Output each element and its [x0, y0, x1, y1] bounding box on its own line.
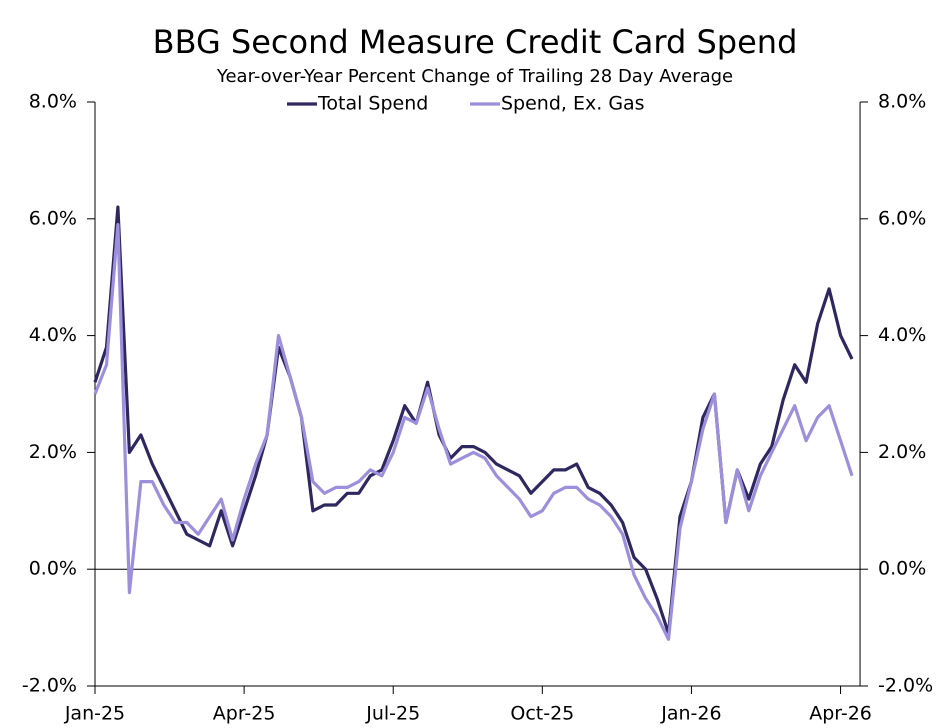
- x-tick-label: Apr-25: [213, 703, 276, 725]
- y-tick-label: 2.0%: [29, 441, 77, 463]
- y2-tick-label: 8.0%: [878, 91, 926, 113]
- x-tick-label: Jan-25: [64, 703, 125, 725]
- y2-tick-label: 4.0%: [878, 324, 926, 346]
- chart-subtitle: Year-over-Year Percent Change of Trailin…: [216, 66, 733, 87]
- series-line: [93, 223, 854, 641]
- x-tick-label: Jul-25: [365, 703, 420, 725]
- y2-tick-label: 0.0%: [878, 558, 926, 580]
- x-tick-label: Apr-26: [809, 703, 872, 725]
- x-tick-label: Jan-26: [660, 703, 721, 725]
- legend-label: Total Spend: [317, 93, 428, 115]
- y-tick-label: 4.0%: [29, 324, 77, 346]
- chart-title: BBG Second Measure Credit Card Spend: [153, 23, 798, 61]
- y2-tick-label: 2.0%: [878, 441, 926, 463]
- y2-tick-label: 6.0%: [878, 207, 926, 229]
- x-tick-label: Oct-25: [510, 703, 574, 725]
- y-tick-label: 6.0%: [29, 207, 77, 229]
- y2-tick-label: -2.0%: [878, 675, 933, 697]
- y-tick-label: 0.0%: [29, 558, 77, 580]
- y-tick-label: 8.0%: [29, 91, 77, 113]
- y-tick-label: -2.0%: [22, 675, 77, 697]
- legend-label: Spend, Ex. Gas: [501, 93, 645, 115]
